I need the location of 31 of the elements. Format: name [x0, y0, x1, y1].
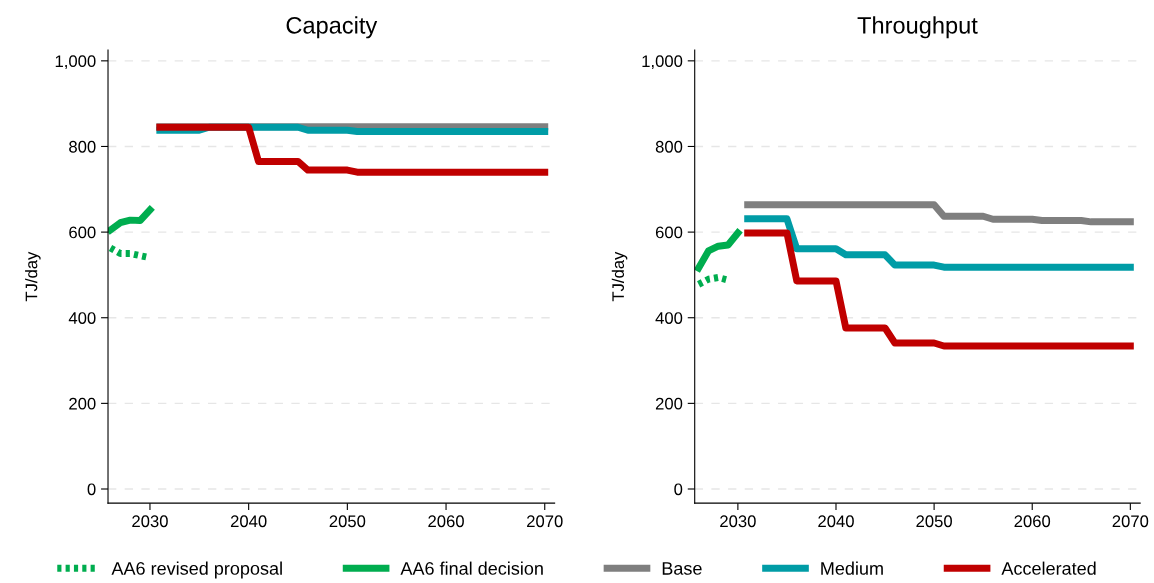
y-axis-title: TJ/day — [611, 251, 628, 302]
x-tick-label: 2030 — [720, 515, 756, 528]
x-tick-label: 2040 — [230, 515, 267, 528]
x-tick-label: 2040 — [818, 515, 854, 528]
y-tick-label: 0 — [674, 483, 683, 496]
y-tick-label: 400 — [68, 312, 96, 324]
x-tick-label: 2060 — [1014, 515, 1051, 528]
y-tick-label: 600 — [655, 226, 683, 239]
y-tick-label: 1,000 — [642, 55, 683, 70]
y-tick-label: 600 — [69, 226, 96, 239]
x-tick-label: 2030 — [132, 515, 168, 528]
y-tick-label: 200 — [655, 397, 683, 410]
chart-title: Capacity — [286, 16, 378, 39]
x-tick-label: 2050 — [916, 515, 952, 528]
y-axis-title: TJ/day — [25, 251, 41, 302]
x-tick-label: 2060 — [428, 515, 464, 528]
legend-label: AA6 revised proposal — [111, 561, 282, 579]
legend-label: Base — [662, 562, 702, 575]
y-tick-label: 800 — [69, 140, 96, 153]
y-tick-label: 0 — [87, 483, 96, 496]
y-tick-label: 200 — [69, 397, 96, 410]
y-tick-label: 800 — [655, 140, 683, 153]
y-tick-label: 1,000 — [55, 55, 96, 70]
legend-label: Medium — [821, 561, 883, 575]
x-tick-label: 2070 — [527, 515, 563, 528]
y-tick-label: 400 — [655, 312, 683, 324]
x-tick-label: 2050 — [329, 515, 366, 528]
legend-label: Accelerated — [1001, 561, 1096, 575]
legend-label: AA6 final decision — [400, 561, 543, 575]
chart-title: Throughput — [857, 16, 978, 39]
x-tick-label: 2070 — [1112, 515, 1149, 528]
